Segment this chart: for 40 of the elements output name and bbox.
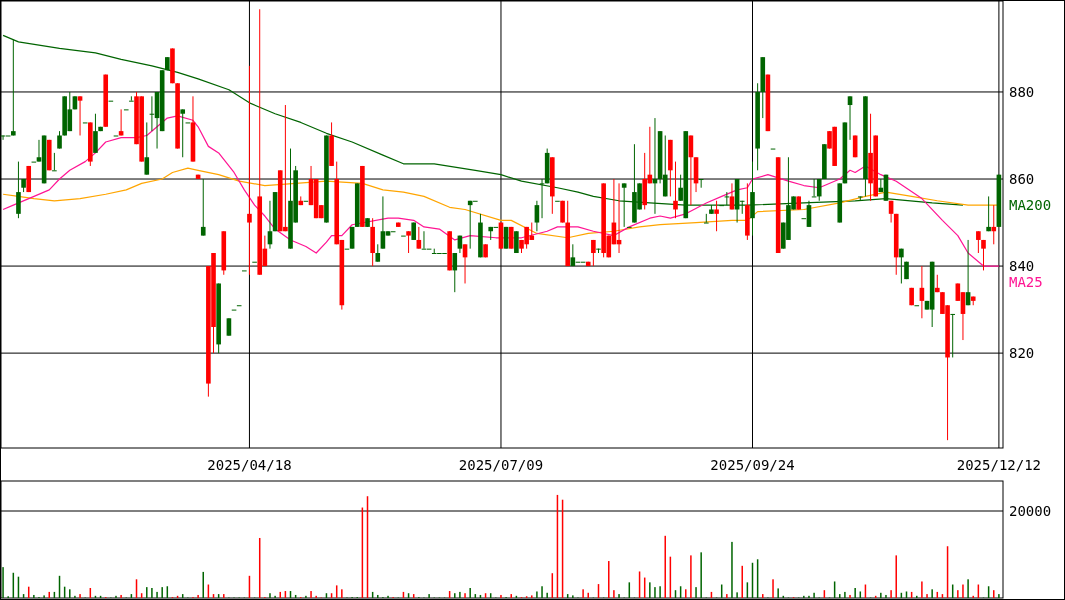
candlestick bbox=[986, 195, 991, 232]
candlestick bbox=[857, 195, 863, 202]
candlestick bbox=[77, 95, 83, 136]
candlestick bbox=[991, 204, 997, 245]
candlestick bbox=[93, 113, 98, 154]
candlestick bbox=[180, 108, 186, 158]
candlestick bbox=[52, 152, 57, 172]
candlestick bbox=[981, 239, 986, 271]
candlestick bbox=[816, 178, 822, 202]
x-tick-label: 2025/04/18 bbox=[207, 457, 292, 473]
candlestick bbox=[144, 121, 150, 176]
y-tick-label: 820 bbox=[1009, 345, 1035, 362]
candlestick bbox=[591, 239, 596, 267]
candlestick bbox=[416, 226, 422, 250]
x-tick-label: 2025/09/24 bbox=[710, 457, 795, 473]
candlestick bbox=[950, 313, 955, 358]
candlestick bbox=[662, 134, 668, 197]
candlestick bbox=[11, 39, 16, 136]
candlestick bbox=[847, 95, 853, 141]
candlestick bbox=[976, 230, 981, 254]
y-tick-label: 880 bbox=[1009, 83, 1035, 100]
candlestick bbox=[16, 161, 21, 219]
candlestick bbox=[452, 252, 458, 293]
candlestick bbox=[406, 230, 411, 254]
candlestick bbox=[534, 200, 540, 232]
x-tick-label: 2025/12/12 bbox=[956, 457, 1042, 473]
candlestick bbox=[129, 95, 134, 102]
candlestick bbox=[380, 195, 386, 250]
candlestick bbox=[899, 248, 904, 284]
y-tick-label: 20000 bbox=[1009, 503, 1052, 520]
candlestick bbox=[200, 178, 206, 237]
y-tick-label: 860 bbox=[1009, 171, 1035, 188]
series-label: MA25 bbox=[1009, 274, 1043, 291]
y-tick-label: 840 bbox=[1009, 258, 1035, 275]
candlestick bbox=[703, 213, 709, 224]
candlestick bbox=[673, 161, 678, 219]
x-tick-label: 2025/07/09 bbox=[458, 457, 544, 473]
line-series bbox=[2, 115, 1000, 267]
text: MA200 bbox=[1009, 197, 1052, 214]
candlestick bbox=[714, 200, 719, 232]
